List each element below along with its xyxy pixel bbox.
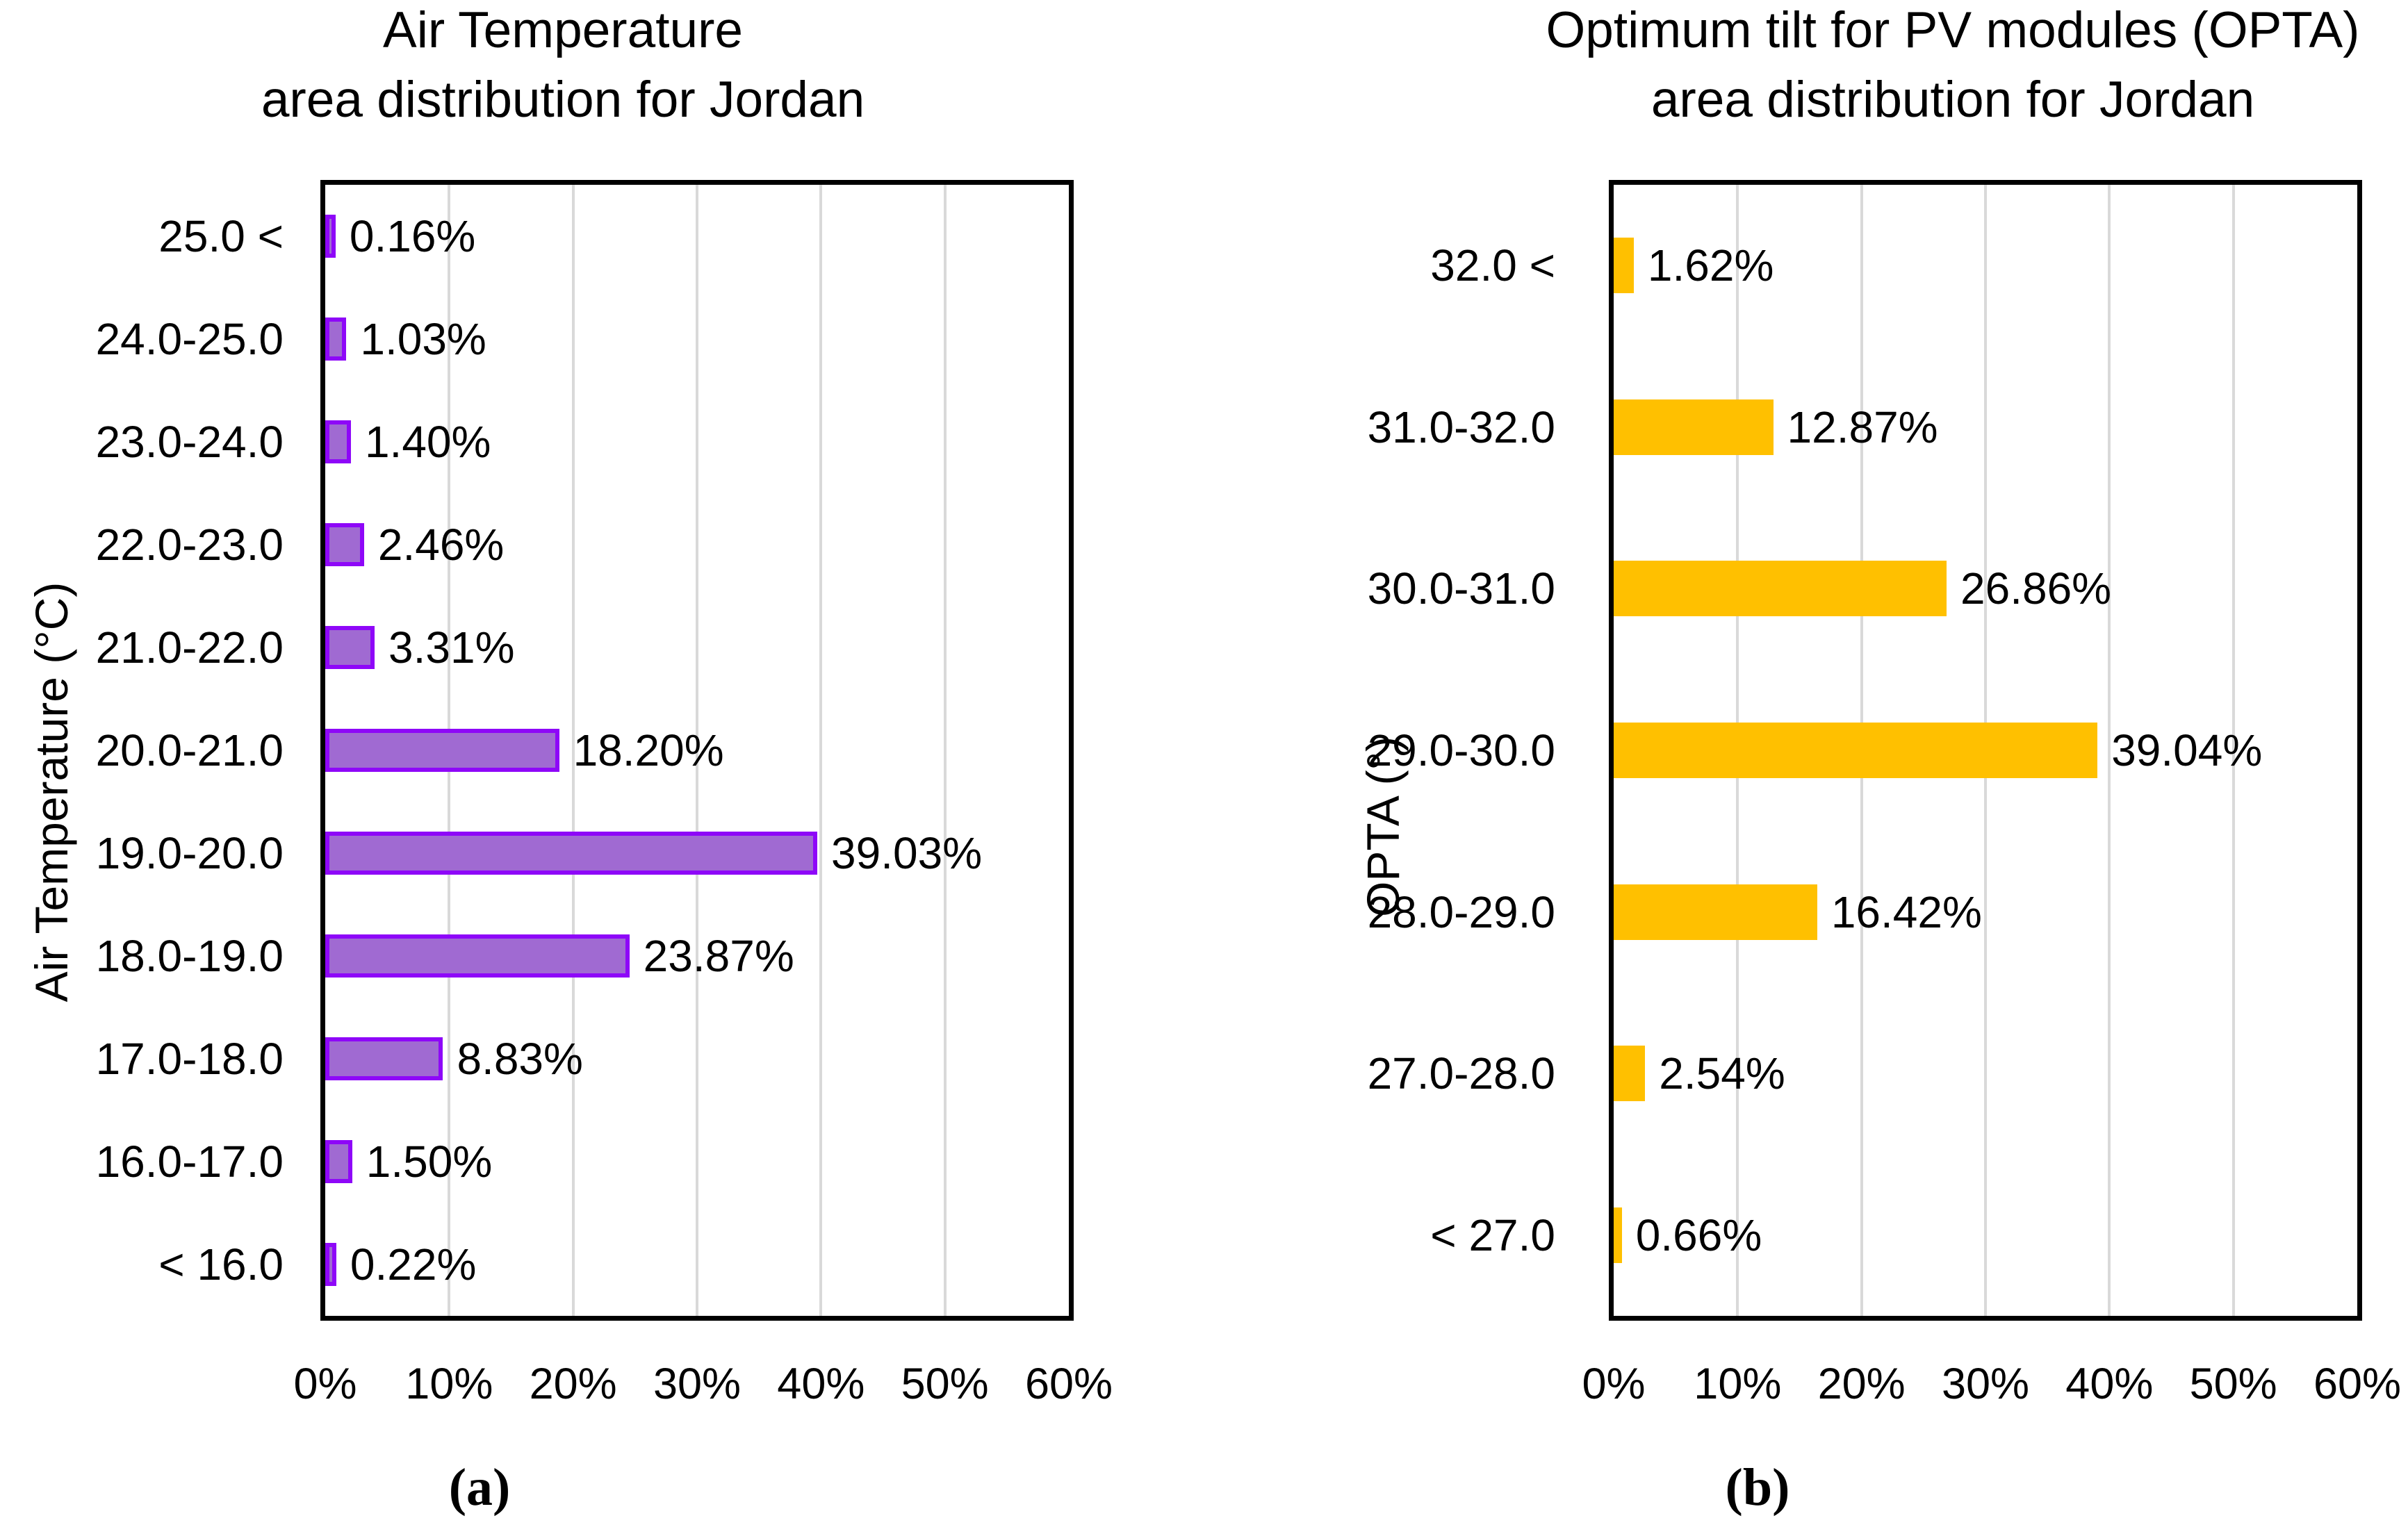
value-label: 26.86% bbox=[1960, 563, 2112, 614]
x-tick-label: 20% bbox=[529, 1360, 617, 1408]
x-tick-label: 40% bbox=[2065, 1360, 2154, 1408]
value-label: 18.20% bbox=[573, 725, 724, 775]
x-tick-label: 50% bbox=[2189, 1360, 2277, 1408]
chart-title: Air Temperature area distribution for Jo… bbox=[42, 0, 1084, 135]
caption-b: (b) bbox=[1725, 1458, 1790, 1517]
bar bbox=[325, 420, 351, 463]
category-label: 27.0-28.0 bbox=[1367, 1048, 1555, 1099]
category-label: 19.0-20.0 bbox=[95, 828, 284, 878]
gridline bbox=[819, 185, 823, 1316]
category-label: 16.0-17.0 bbox=[95, 1137, 284, 1187]
bar bbox=[325, 832, 818, 875]
value-label: 0.22% bbox=[350, 1239, 477, 1289]
gridline bbox=[2231, 185, 2235, 1316]
x-tick-label: 20% bbox=[1817, 1360, 1906, 1408]
value-label: 16.42% bbox=[1830, 886, 1982, 937]
category-label: 29.0-30.0 bbox=[1367, 725, 1555, 775]
gridline bbox=[943, 185, 947, 1316]
value-label: 1.40% bbox=[364, 417, 491, 467]
bar bbox=[1614, 238, 1634, 294]
value-label: 39.03% bbox=[831, 828, 983, 878]
plot-area bbox=[320, 180, 1074, 1321]
y-axis-title: OPTA (°) bbox=[1357, 736, 1409, 917]
category-label: 32.0 < bbox=[1430, 240, 1555, 291]
bar bbox=[325, 1243, 336, 1286]
value-label: 8.83% bbox=[457, 1034, 583, 1084]
plot-area bbox=[1609, 180, 2362, 1321]
x-tick-label: 0% bbox=[293, 1360, 357, 1408]
x-tick-label: 10% bbox=[1694, 1360, 1782, 1408]
x-tick-label: 50% bbox=[901, 1360, 989, 1408]
x-tick-label: 60% bbox=[2313, 1360, 2402, 1408]
bar bbox=[325, 729, 559, 772]
value-label: 12.87% bbox=[1787, 402, 1938, 452]
chart-title: Optimum tilt for PV modules (OPTA) area … bbox=[1432, 0, 2408, 135]
category-label: 22.0-23.0 bbox=[95, 520, 284, 570]
gridline bbox=[696, 185, 698, 1316]
value-label: 2.54% bbox=[1659, 1048, 1785, 1099]
value-label: 23.87% bbox=[643, 931, 794, 981]
category-label: 31.0-32.0 bbox=[1367, 402, 1555, 452]
value-label: 0.16% bbox=[349, 211, 476, 261]
value-label: 0.66% bbox=[1635, 1210, 1762, 1260]
bar bbox=[1614, 723, 2098, 778]
x-tick-label: 30% bbox=[653, 1360, 742, 1408]
category-label: 24.0-25.0 bbox=[95, 314, 284, 364]
category-label: 18.0-19.0 bbox=[95, 931, 284, 981]
value-label: 3.31% bbox=[388, 622, 515, 673]
category-label: 21.0-22.0 bbox=[95, 622, 284, 673]
bar bbox=[325, 215, 336, 258]
bar bbox=[1614, 1207, 1622, 1263]
value-label: 39.04% bbox=[2111, 725, 2263, 775]
x-tick-label: 10% bbox=[405, 1360, 493, 1408]
chart-title-line2: area distribution for Jordan bbox=[1651, 72, 2255, 128]
chart-title-line1: Optimum tilt for PV modules (OPTA) bbox=[1546, 2, 2360, 58]
bar bbox=[1614, 1046, 1646, 1102]
category-label: < 16.0 bbox=[158, 1239, 284, 1289]
bar bbox=[325, 317, 347, 361]
x-tick-label: 0% bbox=[1582, 1360, 1646, 1408]
caption-a: (a) bbox=[448, 1458, 511, 1517]
bar bbox=[1614, 561, 1947, 617]
category-label: 23.0-24.0 bbox=[95, 417, 284, 467]
bar bbox=[325, 934, 630, 978]
category-label: 28.0-29.0 bbox=[1367, 886, 1555, 937]
chart-panel-a: Air Temperature area distribution for Jo… bbox=[26, 0, 1113, 1517]
x-tick-label: 40% bbox=[777, 1360, 865, 1408]
bar bbox=[325, 1037, 443, 1080]
category-label: 17.0-18.0 bbox=[95, 1034, 284, 1084]
x-tick-label: 60% bbox=[1024, 1360, 1113, 1408]
bar bbox=[1614, 884, 1817, 940]
value-label: 1.62% bbox=[1647, 240, 1774, 291]
chart-panel-b: Optimum tilt for PV modules (OPTA) area … bbox=[1204, 0, 2408, 1534]
category-label: 20.0-21.0 bbox=[95, 725, 284, 775]
bar bbox=[1614, 399, 1774, 455]
value-label: 2.46% bbox=[377, 520, 505, 570]
gridline bbox=[2108, 185, 2111, 1316]
gridline bbox=[571, 185, 575, 1316]
category-label: 30.0-31.0 bbox=[1367, 563, 1555, 614]
category-label: 25.0 < bbox=[158, 211, 284, 261]
bar bbox=[325, 523, 364, 566]
bar bbox=[325, 626, 375, 669]
value-label: 1.03% bbox=[360, 314, 486, 364]
x-tick-label: 30% bbox=[1941, 1360, 2030, 1408]
bar bbox=[325, 1140, 352, 1183]
chart-title-line2: area distribution for Jordan bbox=[261, 72, 865, 128]
category-label: < 27.0 bbox=[1430, 1210, 1555, 1260]
chart-title-line1: Air Temperature bbox=[383, 2, 743, 58]
value-label: 1.50% bbox=[366, 1137, 493, 1187]
